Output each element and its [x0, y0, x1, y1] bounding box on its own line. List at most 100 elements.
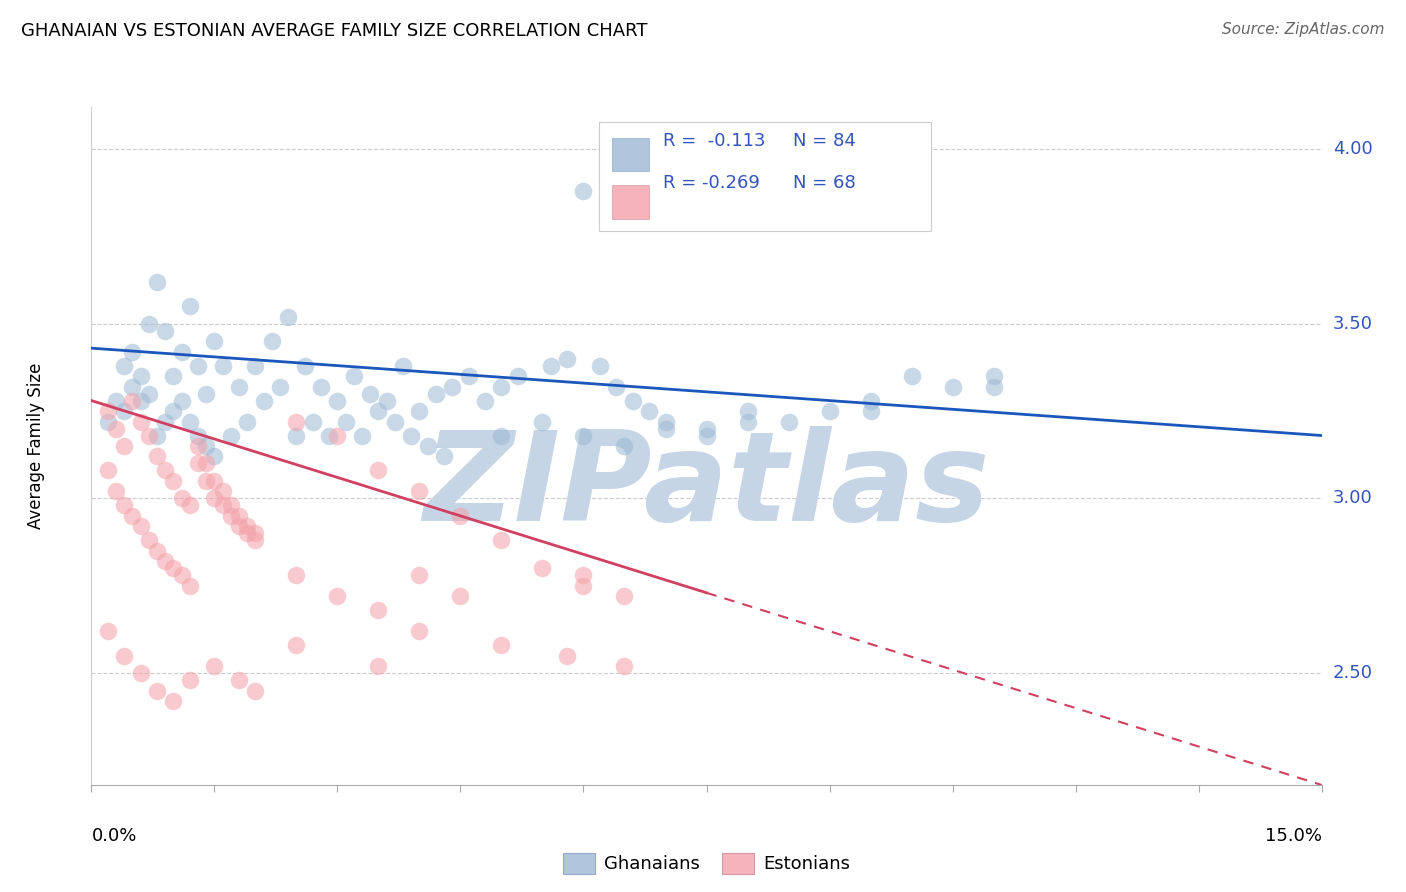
Point [491, 379, 513, 393]
Point [97, 404, 120, 418]
Point [228, 508, 250, 523]
Point [97, 415, 120, 429]
Point [555, 648, 578, 663]
Point [105, 484, 127, 499]
Point [375, 393, 398, 408]
Point [572, 568, 595, 582]
Point [105, 421, 127, 435]
Point [367, 603, 389, 617]
Point [179, 499, 201, 513]
Point [983, 379, 1005, 393]
Point [441, 379, 464, 393]
Point [737, 415, 759, 429]
Point [359, 386, 381, 401]
Point [433, 450, 456, 464]
Point [195, 457, 218, 471]
Point [416, 439, 439, 453]
Point [228, 673, 250, 687]
Point [202, 659, 225, 673]
Point [245, 526, 267, 541]
Text: 4.00: 4.00 [1333, 140, 1372, 158]
Point [572, 428, 595, 442]
Point [228, 379, 250, 393]
Point [621, 393, 644, 408]
Point [343, 369, 366, 384]
Point [449, 508, 471, 523]
Point [942, 379, 965, 393]
Point [285, 415, 308, 429]
Point [572, 579, 595, 593]
Point [399, 428, 422, 442]
Point [474, 393, 496, 408]
Point [162, 404, 184, 418]
Point [613, 659, 636, 673]
Point [236, 519, 259, 533]
Point [228, 519, 250, 533]
Point [219, 508, 242, 523]
Point [506, 369, 529, 384]
Point [367, 463, 389, 477]
Point [129, 393, 152, 408]
Point [326, 589, 349, 603]
Point [384, 415, 406, 429]
Text: 3.50: 3.50 [1333, 315, 1372, 333]
Point [211, 359, 233, 373]
Point [112, 499, 135, 513]
Point [294, 359, 316, 373]
Point [408, 484, 430, 499]
Point [219, 428, 242, 442]
Point [162, 694, 184, 708]
Point [269, 379, 291, 393]
Point [179, 415, 201, 429]
Point [187, 457, 209, 471]
Point [236, 526, 259, 541]
Point [202, 474, 225, 488]
Text: R =  -0.113: R = -0.113 [664, 132, 766, 150]
Point [408, 404, 430, 418]
Point [285, 638, 308, 652]
Point [531, 415, 554, 429]
Point [112, 404, 135, 418]
Point [335, 415, 357, 429]
Point [367, 404, 389, 418]
Point [170, 344, 193, 359]
Text: Average Family Size: Average Family Size [27, 363, 45, 529]
Point [555, 351, 578, 366]
Point [162, 474, 184, 488]
Point [97, 624, 120, 639]
Point [605, 379, 627, 393]
Point [613, 589, 636, 603]
Point [105, 393, 127, 408]
Point [572, 184, 595, 198]
Point [179, 579, 201, 593]
Point [352, 428, 374, 442]
Point [195, 439, 218, 453]
Point [277, 310, 299, 324]
Point [654, 415, 676, 429]
Point [129, 666, 152, 681]
Point [253, 393, 276, 408]
Point [211, 499, 233, 513]
Point [170, 393, 193, 408]
Text: ZIPatlas: ZIPatlas [423, 426, 990, 547]
Point [121, 508, 143, 523]
Point [326, 393, 349, 408]
Point [146, 544, 169, 558]
Point [146, 428, 169, 442]
Point [695, 428, 717, 442]
Point [301, 415, 323, 429]
Point [859, 404, 882, 418]
Point [309, 379, 332, 393]
Point [187, 439, 209, 453]
Point [153, 415, 177, 429]
Point [318, 428, 340, 442]
Point [285, 428, 308, 442]
Point [285, 568, 308, 582]
Point [195, 474, 218, 488]
Point [408, 624, 430, 639]
Point [146, 450, 169, 464]
Point [859, 393, 882, 408]
Point [162, 369, 184, 384]
Point [202, 334, 225, 348]
Text: 15.0%: 15.0% [1264, 827, 1322, 845]
